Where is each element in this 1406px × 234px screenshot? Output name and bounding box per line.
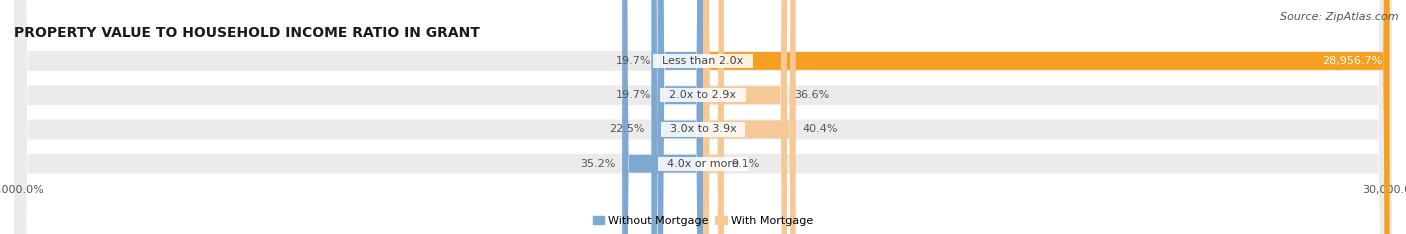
FancyBboxPatch shape — [703, 0, 1389, 234]
Text: 4.0x or more: 4.0x or more — [661, 159, 745, 169]
FancyBboxPatch shape — [14, 0, 1392, 234]
Text: 28,956.7%: 28,956.7% — [1323, 56, 1382, 66]
FancyBboxPatch shape — [703, 0, 724, 234]
FancyBboxPatch shape — [658, 0, 703, 234]
FancyBboxPatch shape — [658, 0, 703, 234]
FancyBboxPatch shape — [14, 0, 1392, 234]
Text: PROPERTY VALUE TO HOUSEHOLD INCOME RATIO IN GRANT: PROPERTY VALUE TO HOUSEHOLD INCOME RATIO… — [14, 26, 479, 40]
Text: 9.1%: 9.1% — [731, 159, 759, 169]
Text: 22.5%: 22.5% — [609, 124, 644, 135]
FancyBboxPatch shape — [623, 0, 703, 234]
Text: 3.0x to 3.9x: 3.0x to 3.9x — [662, 124, 744, 135]
Text: 40.4%: 40.4% — [803, 124, 838, 135]
Legend: Without Mortgage, With Mortgage: Without Mortgage, With Mortgage — [588, 211, 818, 230]
Text: Less than 2.0x: Less than 2.0x — [655, 56, 751, 66]
FancyBboxPatch shape — [14, 0, 1392, 234]
FancyBboxPatch shape — [703, 0, 796, 234]
FancyBboxPatch shape — [651, 0, 703, 234]
Text: 35.2%: 35.2% — [579, 159, 616, 169]
FancyBboxPatch shape — [703, 0, 787, 234]
Text: Source: ZipAtlas.com: Source: ZipAtlas.com — [1281, 12, 1399, 22]
Text: 2.0x to 2.9x: 2.0x to 2.9x — [662, 90, 744, 100]
Text: 36.6%: 36.6% — [794, 90, 830, 100]
Text: 19.7%: 19.7% — [616, 90, 651, 100]
Text: 19.7%: 19.7% — [616, 56, 651, 66]
FancyBboxPatch shape — [14, 0, 1392, 234]
